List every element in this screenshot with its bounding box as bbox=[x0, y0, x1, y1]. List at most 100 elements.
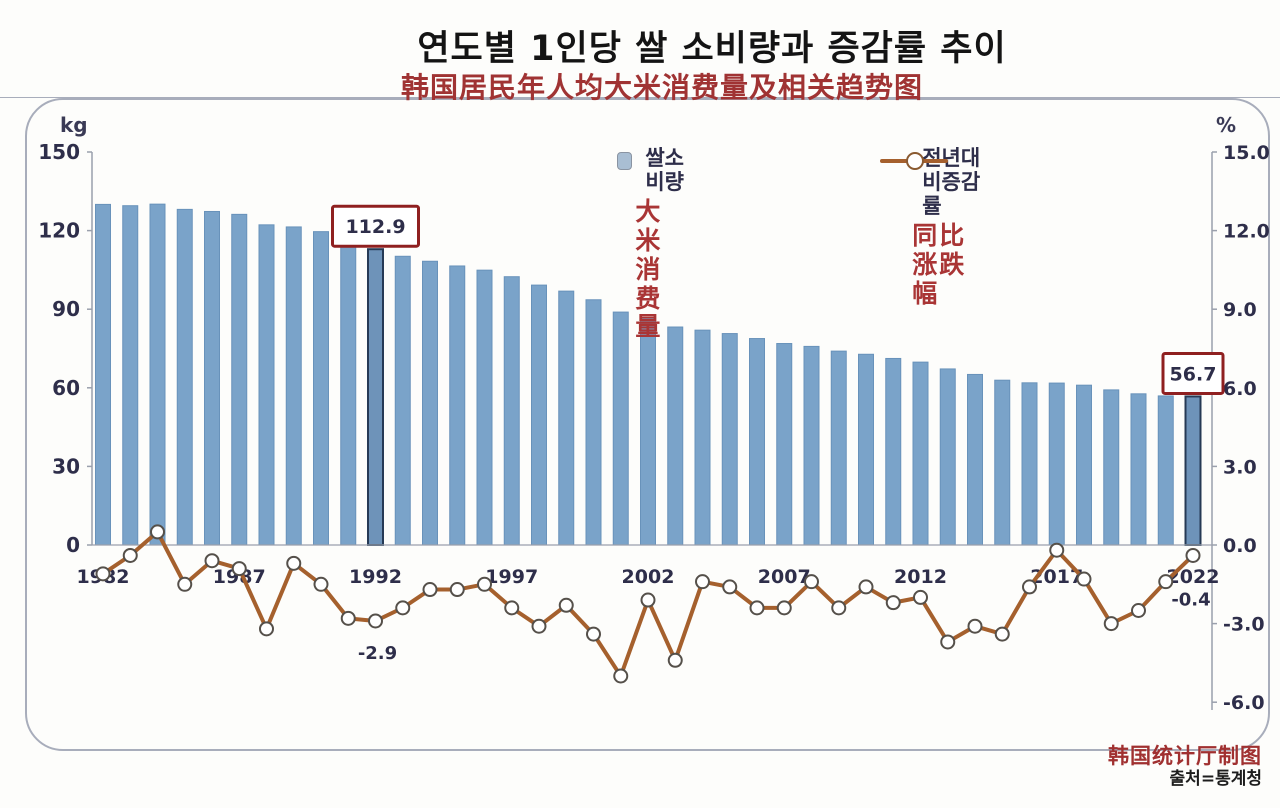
x-label-2012: 2012 bbox=[894, 566, 947, 588]
marker-1987 bbox=[231, 561, 247, 577]
marker-2007 bbox=[776, 600, 792, 616]
right-tick-label-12: 12.0 bbox=[1223, 221, 1270, 243]
right-tick-label--3: -3.0 bbox=[1223, 614, 1265, 636]
bar-2022 bbox=[1184, 395, 1202, 547]
bar-2001 bbox=[612, 311, 629, 546]
bar-2014 bbox=[967, 373, 983, 546]
bar-1988 bbox=[258, 224, 275, 546]
bar-1991 bbox=[340, 239, 357, 546]
marker-1989 bbox=[286, 555, 302, 571]
right-tick-label--6: -6.0 bbox=[1223, 692, 1265, 714]
bar-1996 bbox=[476, 269, 493, 546]
marker-2013 bbox=[940, 634, 956, 650]
left-tick-label-90: 90 bbox=[52, 297, 80, 321]
marker-2012 bbox=[913, 589, 928, 605]
bar-1994 bbox=[422, 260, 438, 546]
bar-2003 bbox=[667, 326, 684, 546]
marker-1998 bbox=[531, 618, 547, 634]
bar-2021 bbox=[1157, 395, 1174, 546]
marker-2022 bbox=[1185, 547, 1201, 563]
bar-1984 bbox=[149, 203, 166, 546]
left-tick-label-150: 150 bbox=[38, 140, 80, 164]
marker-2009 bbox=[831, 600, 847, 616]
bar-1987 bbox=[231, 213, 248, 546]
bar-2018 bbox=[1076, 384, 1092, 546]
marker-2015 bbox=[994, 626, 1010, 642]
bar-1986 bbox=[204, 210, 220, 546]
marker-2005 bbox=[722, 579, 738, 595]
legend-label-yoy-ko: 전년대비증감률 bbox=[922, 146, 981, 219]
marker-1994 bbox=[422, 582, 438, 598]
marker-1995 bbox=[449, 582, 465, 598]
marker-2019 bbox=[1103, 616, 1119, 632]
legend-item-yoy: 전년대비증감률 同比涨跌幅 bbox=[880, 146, 980, 309]
legend-label-consumption-zh: 大米消费量 bbox=[635, 197, 663, 342]
marker-2003 bbox=[667, 652, 683, 668]
left-tick-label-0: 0 bbox=[66, 533, 80, 557]
bar-2009 bbox=[830, 350, 847, 546]
bar-1995 bbox=[449, 265, 466, 546]
bar-2010 bbox=[858, 353, 874, 546]
bar-1989 bbox=[285, 226, 302, 546]
source-credit-ko: 출처=통계청 bbox=[1169, 769, 1262, 790]
bar-2020 bbox=[1130, 393, 1147, 546]
legend-label-consumption-ko: 쌀소비량 bbox=[645, 146, 684, 195]
left-tick-label-60: 60 bbox=[52, 376, 80, 400]
bar-1998 bbox=[531, 284, 547, 546]
legend-item-consumption: 쌀소비량 大米消费量 bbox=[617, 146, 689, 342]
marker-2002 bbox=[640, 592, 656, 608]
bar-2019 bbox=[1103, 389, 1120, 546]
right-tick-label-3: 3.0 bbox=[1223, 456, 1257, 478]
bar-2000 bbox=[585, 299, 602, 546]
bar-2008 bbox=[803, 345, 820, 546]
right-tick-label-6: 6.0 bbox=[1223, 378, 1257, 400]
source-note: 韩国统计厅制图 출처=통계청 bbox=[1108, 744, 1262, 790]
header-divider bbox=[0, 97, 1280, 98]
bar-2002 bbox=[640, 316, 656, 546]
bar-2015 bbox=[994, 379, 1011, 546]
bar-1997 bbox=[503, 276, 520, 546]
left-tick-label-120: 120 bbox=[38, 219, 80, 243]
marker-2010 bbox=[858, 579, 874, 595]
marker-2000 bbox=[586, 626, 601, 642]
bar-2006 bbox=[749, 338, 765, 546]
bar-2007 bbox=[776, 343, 793, 546]
right-tick-label-9: 9.0 bbox=[1223, 299, 1257, 321]
bar-2011 bbox=[885, 357, 902, 546]
bar-1999 bbox=[558, 290, 575, 546]
marker-2016 bbox=[1022, 579, 1037, 595]
bar-2016 bbox=[1021, 382, 1038, 546]
x-label-2022: 2022 bbox=[1167, 566, 1220, 588]
marker-1982 bbox=[95, 566, 111, 582]
line-series-swatch bbox=[880, 152, 948, 170]
marker-1997 bbox=[504, 600, 520, 616]
annotation-box-1992 bbox=[331, 204, 420, 248]
marker-1999 bbox=[558, 597, 574, 613]
chart-subtitle-zh: 韩国居民年人均大米消费量及相关趋势图 bbox=[400, 71, 923, 104]
annotation-value-2022: 56.7 bbox=[1170, 363, 1217, 385]
bar-1982 bbox=[95, 203, 111, 546]
bar-2005 bbox=[721, 333, 738, 546]
marker-1993 bbox=[395, 600, 411, 616]
bar-1992 bbox=[367, 248, 384, 546]
bar-series-swatch bbox=[617, 152, 633, 170]
marker-1983 bbox=[122, 547, 138, 563]
x-label-1987: 1987 bbox=[213, 566, 266, 588]
bar-2017 bbox=[1048, 382, 1065, 546]
bar-2004 bbox=[694, 329, 711, 546]
line-label-1992: -2.9 bbox=[358, 643, 397, 664]
right-axis-unit: % bbox=[1216, 113, 1237, 137]
x-label-1997: 1997 bbox=[485, 566, 538, 588]
marker-1988 bbox=[259, 621, 274, 637]
bar-1983 bbox=[122, 205, 139, 546]
line-swatch-marker-icon bbox=[906, 152, 924, 170]
legend-label-yoy-zh: 同比涨跌幅 bbox=[912, 221, 967, 308]
left-axis-unit: kg bbox=[60, 113, 88, 137]
bar-2012 bbox=[912, 361, 929, 546]
marker-2006 bbox=[749, 600, 765, 616]
annotation-box-2022 bbox=[1161, 351, 1225, 395]
bar-2013 bbox=[939, 368, 956, 546]
right-tick-label-0: 0.0 bbox=[1223, 535, 1257, 557]
marker-1985 bbox=[177, 576, 193, 592]
